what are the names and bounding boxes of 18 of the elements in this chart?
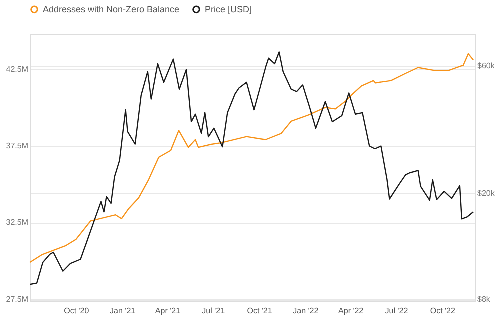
legend-label: Price [USD] (205, 4, 252, 15)
x-tick-label: Jul '21 (202, 306, 226, 316)
x-tick-label: Oct '21 (247, 306, 273, 316)
y2-tick-label: $20k (478, 188, 496, 198)
x-tick-label: Oct '22 (430, 306, 456, 316)
y-tick-label: 37.5M (6, 142, 29, 151)
y2-tick-label: $8k (478, 295, 492, 304)
y-tick-label: 27.5M (6, 294, 29, 304)
legend-label: Addresses with Non-Zero Balance (43, 4, 180, 15)
y2-tick-label: $60k (478, 61, 496, 70)
y-tick-label: 42.5M (6, 64, 29, 74)
x-tick-label: Jul '22 (385, 306, 409, 316)
y-tick-label: 32.5M (6, 218, 29, 228)
x-tick-label: Apr '22 (338, 306, 364, 316)
x-tick-label: Jan '22 (293, 306, 320, 316)
x-tick-label: Jan '21 (110, 306, 136, 316)
x-tick-label: Oct '20 (64, 306, 90, 316)
x-tick-label: Apr '21 (155, 306, 182, 316)
